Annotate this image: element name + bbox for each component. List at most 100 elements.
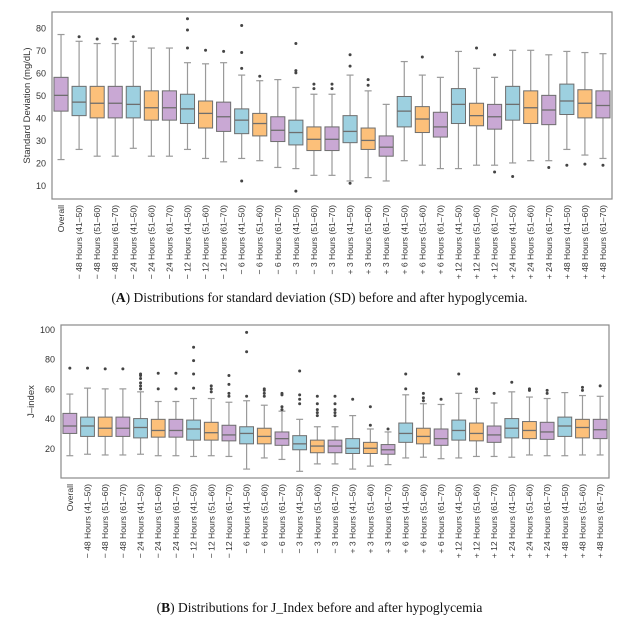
outlier-point	[348, 181, 352, 185]
outlier-point	[404, 372, 408, 376]
x-tick-label: + 3 Hours (51–60)	[365, 484, 375, 554]
outlier-point	[245, 394, 249, 398]
box-iqr	[168, 418, 184, 438]
box-iqr	[221, 424, 237, 442]
box-8	[203, 384, 219, 457]
box-20	[415, 391, 431, 458]
box-iqr	[505, 85, 521, 121]
box-30	[592, 384, 608, 456]
outlier-point	[368, 405, 372, 409]
outlier-point	[113, 37, 117, 41]
box-22	[450, 50, 466, 170]
outlier-point	[298, 397, 302, 401]
outlier-point	[192, 372, 196, 376]
box-iqr	[252, 112, 268, 137]
box-14	[306, 82, 322, 176]
box-iqr	[89, 85, 105, 119]
outlier-point	[185, 28, 189, 32]
outlier-point	[192, 386, 196, 390]
outlier-point	[156, 387, 160, 391]
box-6	[161, 47, 177, 157]
x-tick-label: − 12 Hours (41–50)	[182, 205, 192, 279]
box-0	[53, 33, 69, 161]
box-9	[221, 374, 237, 458]
box-15	[327, 394, 343, 465]
box-10	[239, 330, 255, 470]
box-2	[97, 367, 113, 456]
box-iqr	[292, 435, 308, 451]
outlier-point	[227, 382, 231, 386]
outlier-point	[315, 414, 319, 418]
box-iqr	[239, 426, 255, 445]
box-17	[362, 405, 378, 467]
outlier-point	[185, 46, 189, 50]
x-tick-label: − 48 Hours (61–70)	[118, 484, 128, 558]
outlier-point	[240, 24, 244, 28]
x-tick-label: + 12 Hours (41–50)	[454, 484, 464, 558]
x-tick-label: + 3 Hours (41–50)	[345, 205, 355, 275]
box-iqr	[486, 425, 502, 443]
box-iqr	[398, 422, 414, 443]
outlier-point	[192, 359, 196, 363]
outlier-point	[547, 165, 551, 169]
outlier-point	[420, 55, 424, 59]
x-tick-label: + 6 Hours (51–60)	[417, 205, 427, 275]
x-tick-label: + 48 Hours (41–50)	[562, 205, 572, 279]
box-iqr	[450, 88, 466, 125]
caption-a-text: Distributions for standard deviation (SD…	[130, 290, 528, 305]
y-tick-label: 40	[36, 113, 46, 123]
box-iqr	[575, 418, 590, 439]
sd-boxplot-chart: 10 20 30 40 50 60 70 80 Standard Deviation (mg/d…	[22, 11, 613, 279]
outlier-point	[527, 387, 531, 391]
outlier-point	[139, 376, 143, 380]
outlier-point	[240, 66, 244, 70]
box-iqr	[143, 90, 159, 121]
box-8	[198, 48, 214, 160]
y-tick-label: 20	[45, 444, 55, 454]
outlier-point	[474, 387, 478, 391]
outlier-point	[298, 402, 302, 406]
y-tick-label: 60	[45, 384, 55, 394]
x-tick-label: − 3 Hours (61–70)	[330, 484, 340, 554]
y-tick-label: 80	[36, 23, 46, 33]
y-tick-label: 70	[36, 46, 46, 56]
box-13	[292, 369, 308, 472]
x-tick-label: − 12 Hours (51–60)	[206, 484, 216, 558]
outlier-point	[262, 391, 266, 395]
box-22	[451, 372, 467, 459]
outlier-point	[258, 74, 262, 78]
y-tick-label: 60	[36, 68, 46, 78]
box-1	[71, 35, 87, 151]
x-tick-label: + 12 Hours (51–60)	[471, 484, 481, 558]
x-tick-label: − 6 Hours (61–70)	[277, 484, 287, 554]
outlier-point	[330, 82, 334, 86]
x-tick-label: + 6 Hours (51–60)	[418, 484, 428, 554]
x-tick-label: + 6 Hours (61–70)	[435, 205, 445, 275]
outlier-point	[209, 384, 213, 388]
x-tick-label: + 12 Hours (41–50)	[453, 205, 463, 279]
caption-a-label: A	[115, 290, 126, 305]
outlier-point	[348, 64, 352, 68]
outlier-point	[492, 391, 496, 395]
x-tick-label: − 24 Hours (51–60)	[146, 205, 156, 279]
outlier-point	[333, 394, 337, 398]
outlier-point	[294, 71, 298, 75]
box-iqr	[360, 127, 376, 150]
box-iqr	[80, 416, 95, 437]
box-24	[487, 53, 503, 174]
box-iqr	[203, 421, 219, 441]
x-tick-label: − 6 Hours (51–60)	[255, 205, 265, 275]
box-23	[469, 387, 484, 458]
x-tick-label: − 48 Hours (41–50)	[74, 205, 84, 279]
outlier-point	[139, 372, 143, 376]
outlier-point	[545, 391, 549, 395]
outlier-point	[139, 387, 143, 391]
box-iqr	[469, 422, 484, 442]
x-tick-label: + 3 Hours (41–50)	[348, 484, 358, 554]
outlier-point	[95, 37, 99, 41]
x-tick-label: − 24 Hours (61–70)	[171, 484, 181, 558]
box-7	[186, 345, 201, 458]
outlier-point	[68, 366, 72, 370]
outlier-point	[421, 391, 425, 395]
box-iqr	[97, 416, 113, 437]
